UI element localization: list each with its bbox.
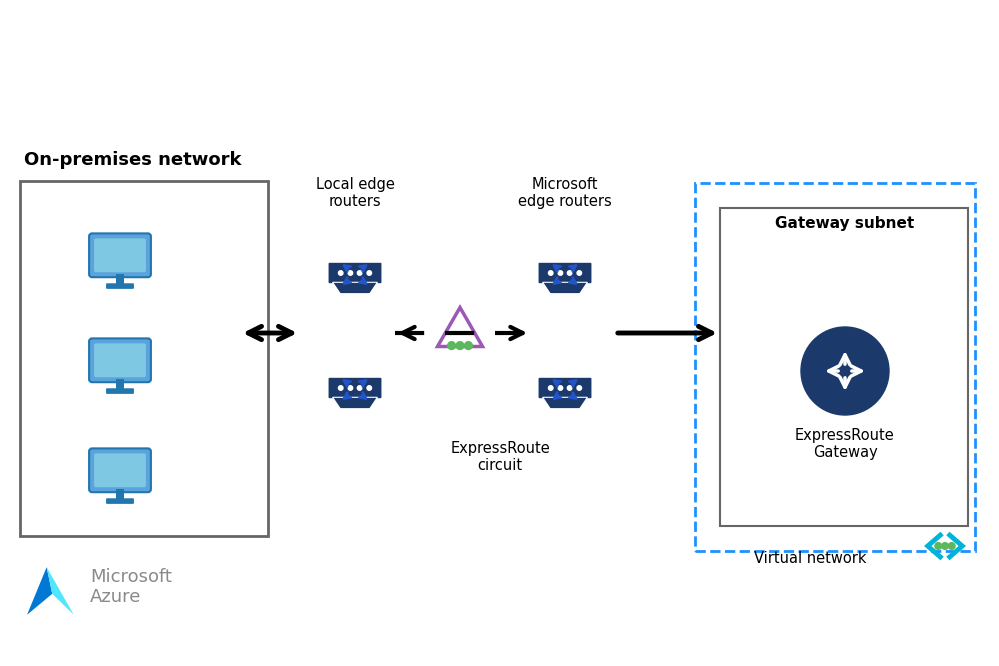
Polygon shape: [542, 282, 587, 294]
FancyBboxPatch shape: [538, 262, 592, 284]
FancyBboxPatch shape: [94, 344, 146, 377]
Circle shape: [465, 342, 473, 350]
FancyBboxPatch shape: [89, 338, 151, 382]
Circle shape: [339, 386, 343, 390]
Circle shape: [367, 386, 372, 390]
Polygon shape: [333, 282, 378, 294]
FancyBboxPatch shape: [89, 448, 151, 492]
Circle shape: [349, 386, 353, 390]
Polygon shape: [333, 398, 378, 409]
Text: Microsoft
edge routers: Microsoft edge routers: [518, 176, 611, 209]
FancyBboxPatch shape: [116, 274, 124, 284]
Circle shape: [577, 271, 581, 275]
FancyBboxPatch shape: [538, 377, 592, 399]
FancyBboxPatch shape: [94, 454, 146, 488]
Circle shape: [448, 342, 456, 350]
FancyBboxPatch shape: [106, 388, 134, 394]
Polygon shape: [27, 567, 52, 615]
Polygon shape: [47, 567, 74, 615]
Text: Microsoft
Azure: Microsoft Azure: [90, 567, 172, 607]
Polygon shape: [542, 398, 587, 409]
FancyBboxPatch shape: [20, 181, 268, 536]
Circle shape: [339, 271, 343, 275]
Text: ExpressRoute
Gateway: ExpressRoute Gateway: [795, 428, 895, 460]
FancyBboxPatch shape: [116, 379, 124, 390]
Circle shape: [942, 543, 948, 549]
Circle shape: [358, 386, 362, 390]
FancyBboxPatch shape: [328, 377, 382, 399]
Circle shape: [358, 271, 362, 275]
Text: Local edge
routers: Local edge routers: [316, 176, 395, 209]
Circle shape: [577, 386, 581, 390]
FancyBboxPatch shape: [328, 262, 382, 284]
Text: On-premises network: On-premises network: [24, 151, 242, 169]
Text: ExpressRoute
circuit: ExpressRoute circuit: [451, 441, 549, 474]
Text: Gateway subnet: Gateway subnet: [775, 216, 915, 231]
Circle shape: [558, 271, 562, 275]
FancyBboxPatch shape: [116, 490, 124, 500]
Circle shape: [349, 271, 353, 275]
FancyBboxPatch shape: [89, 233, 151, 277]
Text: Virtual network: Virtual network: [754, 551, 866, 566]
Circle shape: [567, 386, 571, 390]
Circle shape: [948, 543, 955, 549]
FancyBboxPatch shape: [94, 238, 146, 272]
Circle shape: [548, 386, 553, 390]
Circle shape: [367, 271, 372, 275]
Circle shape: [567, 271, 571, 275]
Circle shape: [801, 327, 889, 415]
FancyBboxPatch shape: [106, 283, 134, 289]
FancyBboxPatch shape: [720, 208, 968, 526]
Circle shape: [935, 543, 942, 549]
Circle shape: [548, 271, 553, 275]
FancyBboxPatch shape: [106, 498, 134, 504]
Circle shape: [457, 342, 464, 350]
Circle shape: [558, 386, 562, 390]
